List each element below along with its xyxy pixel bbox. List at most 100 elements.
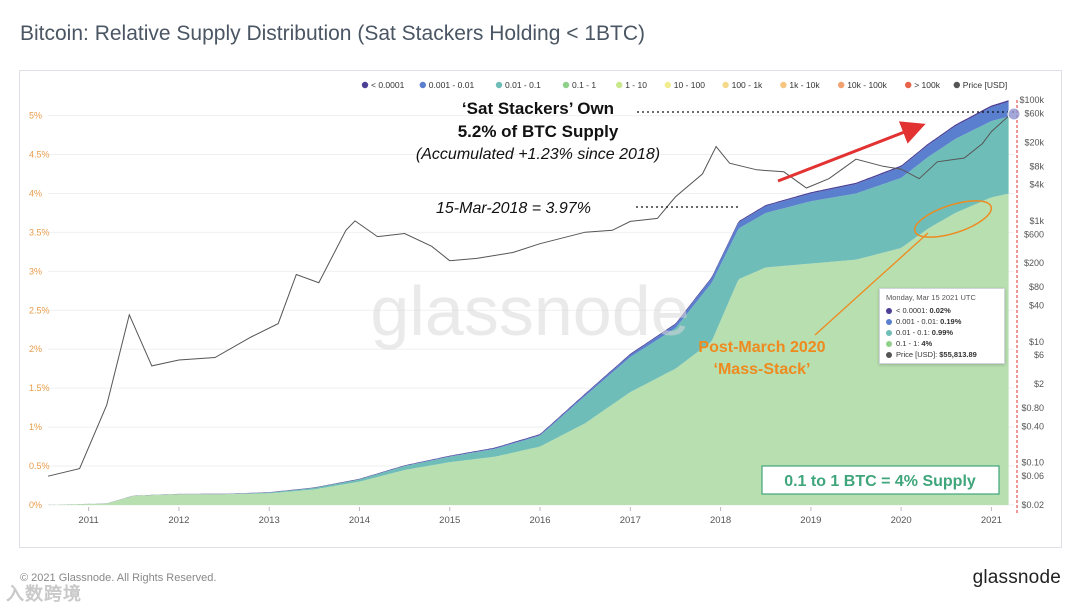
y-tick-left: 0.5% bbox=[29, 461, 50, 471]
annotation-post-march-2: ‘Mass-Stack’ bbox=[714, 361, 811, 378]
tooltip-value: 0.02% bbox=[929, 306, 951, 315]
x-tick-label: 2019 bbox=[800, 515, 821, 526]
y-tick-right: $20k bbox=[1024, 137, 1044, 147]
y-tick-left: 2.5% bbox=[29, 305, 50, 315]
copyright: © 2021 Glassnode. All Rights Reserved. bbox=[20, 572, 217, 584]
legend-marker bbox=[562, 81, 570, 89]
tooltip-value: 0.99% bbox=[931, 328, 954, 337]
annotation-mar2018: 15-Mar-2018 = 3.97% bbox=[436, 200, 591, 217]
y-tick-left: 4% bbox=[29, 188, 42, 198]
legend-label: 10 - 100 bbox=[674, 80, 705, 90]
supply-box-text: 0.1 to 1 BTC = 4% Supply bbox=[784, 473, 976, 490]
y-tick-right: $0.10 bbox=[1021, 458, 1044, 468]
y-tick-left: 0% bbox=[29, 500, 42, 510]
y-tick-right: $2 bbox=[1034, 379, 1044, 389]
y-axis-right: $0.02 $0.06 $0.10 $0.40 $0.80 $2 $6 $10 $40 $80 $2… bbox=[1016, 95, 1044, 513]
x-tick-label: 2015 bbox=[439, 515, 460, 526]
y-axis-left: 0% 0.5% 1% 1.5% 2% 2.5% 3% 3.5% 4% 4.5% 5% bbox=[29, 111, 50, 510]
y-tick-left: 1.5% bbox=[29, 383, 50, 393]
legend-marker bbox=[361, 81, 369, 89]
y-tick-right: $0.80 bbox=[1021, 403, 1044, 413]
y-tick-left: 2% bbox=[29, 344, 42, 354]
x-tick-label: 2012 bbox=[168, 515, 189, 526]
current-price-marker bbox=[1007, 107, 1021, 121]
orange-highlight-ellipse bbox=[913, 200, 993, 238]
tooltip-row: 0.1 - 1: 4% bbox=[886, 338, 998, 349]
tooltip-row: Price [USD]: $55,813.89 bbox=[886, 349, 998, 360]
y-tick-right: $0.40 bbox=[1021, 421, 1044, 431]
tooltip-row: < 0.0001: 0.02% bbox=[886, 305, 998, 316]
price-line bbox=[47, 114, 1010, 477]
chart-frame bbox=[19, 70, 1062, 548]
tooltip-dot bbox=[886, 329, 892, 336]
tooltip-value: 4% bbox=[921, 339, 933, 348]
y-tick-left: 5% bbox=[29, 111, 42, 121]
legend-label: 10k - 100k bbox=[847, 80, 887, 90]
x-tick-label: 2014 bbox=[349, 515, 370, 526]
y-tick-right: $0.06 bbox=[1021, 471, 1044, 481]
x-tick-label: 2013 bbox=[259, 515, 280, 526]
y-tick-right: $0.02 bbox=[1021, 500, 1044, 510]
x-axis: 2011 2012 2013 2014 2015 2016 2017 2018 2019 2020… bbox=[78, 507, 1002, 526]
y-tick-right: $40 bbox=[1029, 300, 1044, 310]
tooltip-label: < 0.0001: bbox=[896, 306, 928, 315]
legend-marker bbox=[953, 81, 960, 89]
legend-marker bbox=[495, 81, 503, 89]
x-tick-label: 2016 bbox=[529, 515, 550, 526]
orange-pointer-line bbox=[814, 232, 929, 336]
area-0-1-1 bbox=[48, 193, 1009, 505]
annotation-sat-own-1: ‘Sat Stackers’ Own bbox=[462, 99, 614, 118]
y-tick-right: $10 bbox=[1029, 337, 1044, 347]
tooltip-row: 0.01 - 0.1: 0.99% bbox=[886, 327, 998, 338]
chart-title: Bitcoin: Relative Supply Distribution (S… bbox=[20, 22, 646, 45]
price-usd-line bbox=[47, 114, 1010, 477]
x-tick-label: 2020 bbox=[891, 515, 912, 526]
y-tick-right: $1k bbox=[1029, 216, 1044, 226]
y-tick-left: 3% bbox=[29, 266, 42, 276]
tooltip-label: 0.01 - 0.1: bbox=[896, 328, 930, 337]
legend-label: > 100k bbox=[914, 80, 941, 90]
legend-marker bbox=[419, 81, 426, 89]
legend-label: 1 - 10 bbox=[625, 80, 647, 90]
legend-label: 0.1 - 1 bbox=[572, 80, 596, 90]
tooltip-label: Price [USD]: bbox=[896, 350, 938, 359]
tooltip-value: 0.19% bbox=[940, 317, 962, 326]
legend-marker bbox=[722, 81, 729, 89]
tooltip-row: 0.001 - 0.01: 0.19% bbox=[886, 316, 998, 327]
y-tick-right: $200 bbox=[1024, 258, 1044, 268]
x-tick-label: 2017 bbox=[620, 515, 641, 526]
watermark-text: 入数跨境 bbox=[6, 584, 82, 604]
supply-box bbox=[761, 465, 1000, 495]
y-tick-right: $4k bbox=[1029, 180, 1044, 190]
glassnode-watermark: glassnode bbox=[370, 272, 689, 350]
y-tick-right: $80 bbox=[1029, 282, 1044, 292]
legend[interactable]: < 0.0001 0.001 - 0.01 0.01 - 0.1 0.1 - 1 1 -… bbox=[361, 80, 1007, 90]
y-tick-right: $60k bbox=[1024, 108, 1044, 118]
legend-label: Price [USD] bbox=[963, 80, 1007, 90]
x-tick-label: 2018 bbox=[710, 515, 731, 526]
red-trend-arrow bbox=[777, 121, 926, 183]
y-tick-right: $8k bbox=[1029, 161, 1044, 171]
y-tick-left: 4.5% bbox=[29, 150, 50, 160]
legend-label: < 0.0001 bbox=[371, 80, 405, 90]
legend-marker bbox=[664, 81, 671, 89]
legend-label: 0.01 - 0.1 bbox=[505, 80, 541, 90]
tooltip-date: Monday, Mar 15 2021 UTC bbox=[886, 293, 976, 302]
tooltip-dot bbox=[886, 307, 892, 314]
annotation-sat-own-3: (Accumulated +1.23% since 2018) bbox=[416, 146, 660, 163]
legend-marker bbox=[780, 81, 787, 89]
annotations: ‘Sat Stackers’ Own 5.2% of BTC Supply (A… bbox=[416, 99, 1021, 495]
legend-label: 0.001 - 0.01 bbox=[429, 80, 475, 90]
annotation-sat-own-2: 5.2% of BTC Supply bbox=[458, 122, 619, 141]
tooltip-dot bbox=[886, 318, 892, 325]
legend-marker bbox=[838, 81, 845, 89]
y-tick-right: $600 bbox=[1024, 229, 1044, 239]
tooltip-label: 0.1 - 1: bbox=[896, 339, 920, 348]
tooltip-dot bbox=[886, 351, 892, 358]
brand-logo[interactable]: glassnode bbox=[972, 567, 1061, 588]
legend-label: 100 - 1k bbox=[732, 80, 763, 90]
y-tick-left: 3.5% bbox=[29, 227, 50, 237]
y-tick-right: $100k bbox=[1019, 95, 1044, 105]
y-tick-right: $6 bbox=[1034, 350, 1044, 360]
